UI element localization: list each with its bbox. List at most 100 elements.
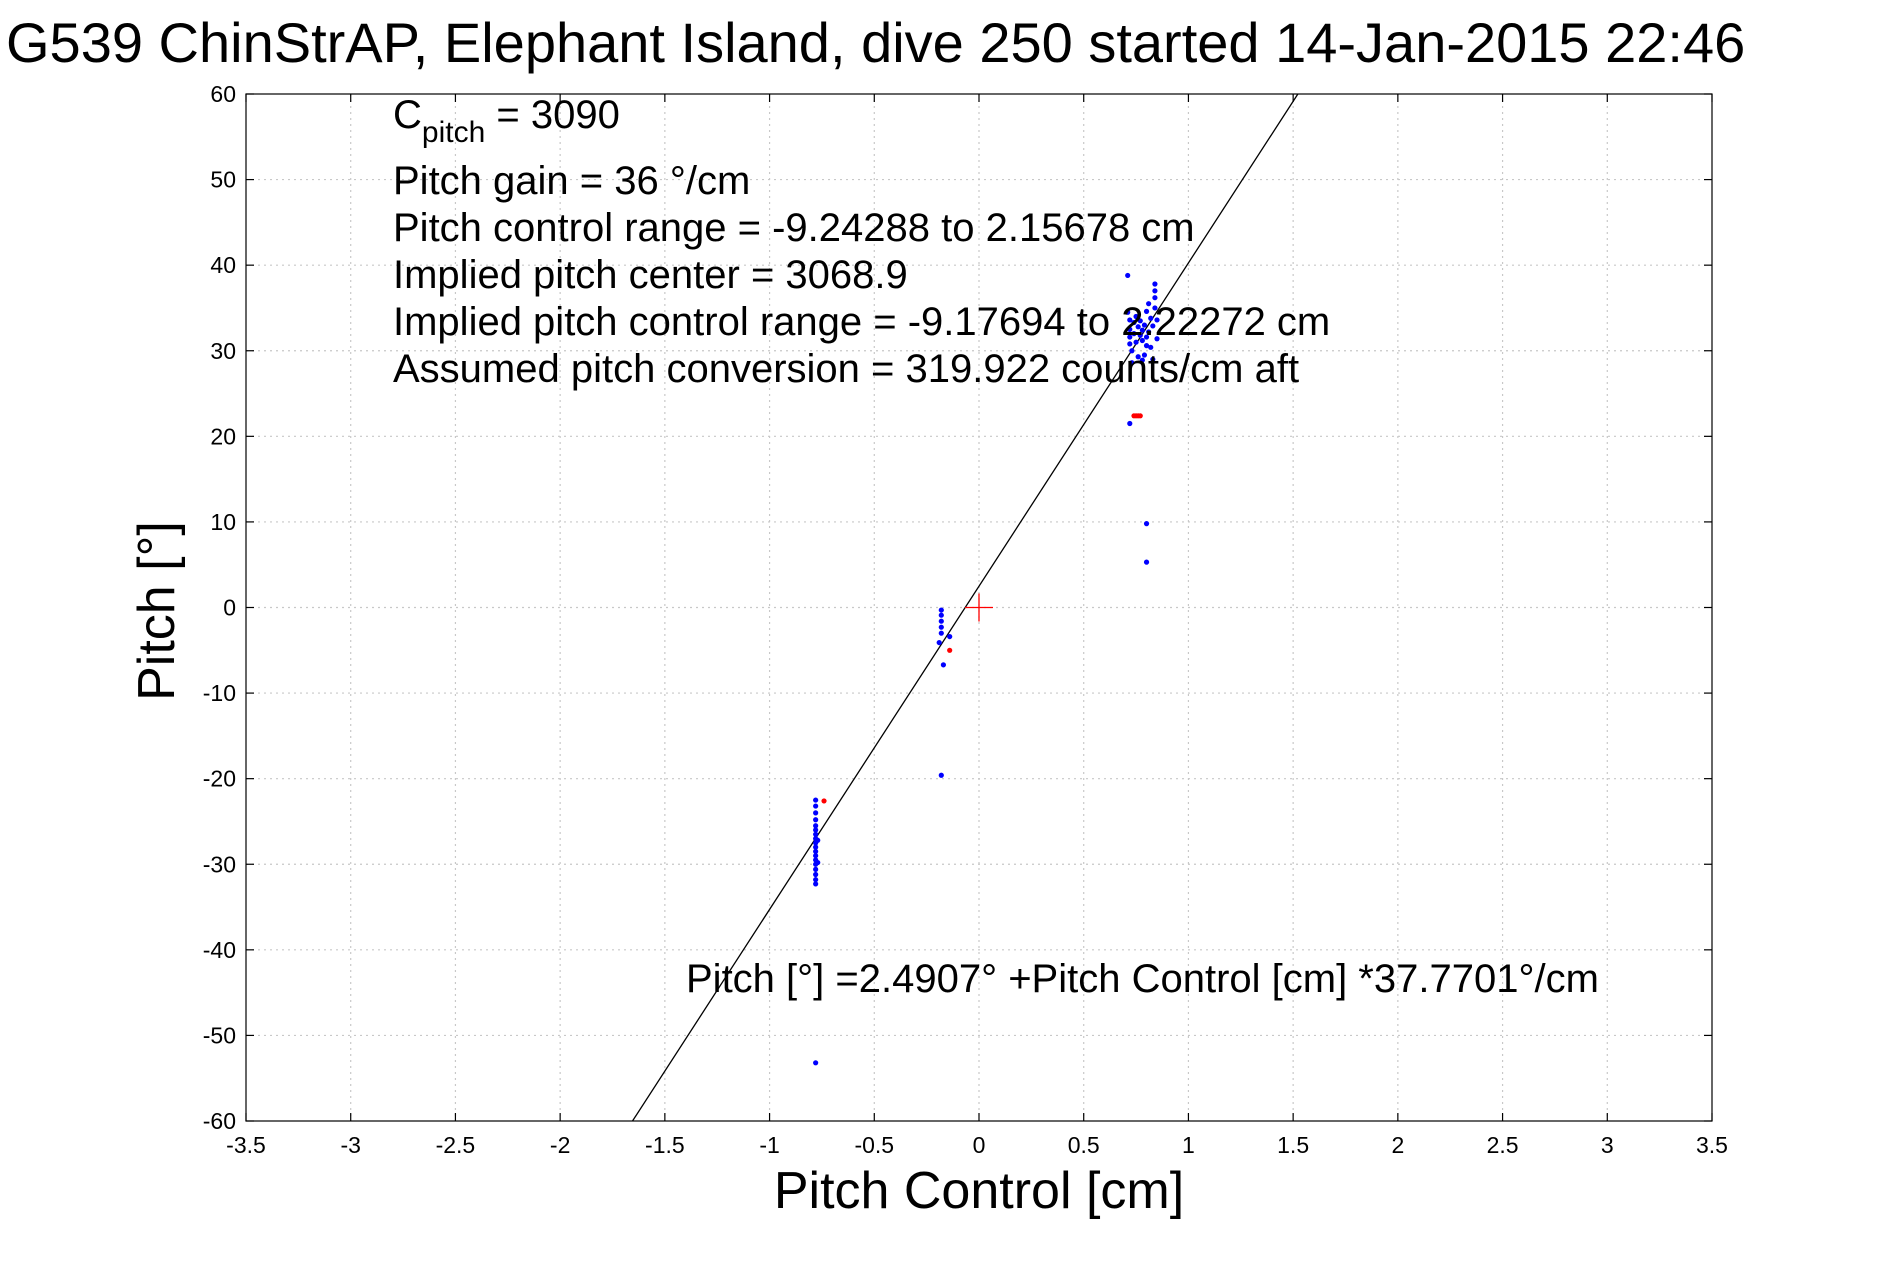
y-tick-label: 0 (223, 595, 236, 621)
data-point (1125, 272, 1131, 279)
data-point (1137, 413, 1143, 419)
data-point (1152, 305, 1158, 311)
y-tick-label: -40 (203, 937, 236, 963)
x-axis-label: Pitch Control [cm] (774, 1162, 1184, 1220)
data-point (1135, 324, 1141, 330)
y-tick-label: 30 (210, 338, 236, 364)
data-point (1125, 309, 1131, 315)
data-point (1150, 356, 1156, 362)
x-tick-label: 2.5 (1487, 1132, 1519, 1158)
data-point (1148, 344, 1154, 350)
x-tick-label: 0 (973, 1132, 986, 1158)
data-point (1129, 348, 1135, 354)
x-tick-labels: -3.5 -3 -2.5 -2 -1.5 -1 -0.5 0 0.5 1 1.5 2 2.5 3 3.5 (226, 1132, 1728, 1158)
data-point (1135, 354, 1141, 360)
data-point (813, 803, 819, 809)
x-tick-label: -3.5 (226, 1132, 266, 1158)
data-point (1143, 521, 1150, 527)
y-tick-label: -10 (203, 680, 236, 706)
data-point (947, 633, 953, 640)
pitch-range-annotation: Pitch control range = -9.24288 to 2.1567… (393, 206, 1195, 250)
data-point (1143, 334, 1150, 340)
data-point (1143, 559, 1150, 565)
x-tick-label: 2 (1391, 1132, 1404, 1158)
data-point (1154, 317, 1160, 323)
data-point (938, 624, 944, 630)
data-points (813, 272, 1160, 1066)
data-point (813, 871, 819, 878)
data-point (1139, 357, 1145, 363)
data-point (1127, 326, 1133, 332)
x-tick-label: 1 (1182, 1132, 1195, 1158)
y-axis-label: Pitch [°] (128, 521, 186, 701)
data-point (1133, 339, 1139, 345)
pitch-gain-annotation: Pitch gain = 36 °/cm (393, 159, 750, 203)
x-tick-label: -0.5 (854, 1132, 894, 1158)
y-tick-label: -30 (203, 851, 236, 877)
data-point (813, 848, 819, 855)
data-point (1154, 336, 1160, 342)
y-tick-label: -20 (203, 766, 236, 792)
data-point (821, 798, 827, 804)
data-point (813, 881, 819, 887)
data-point (938, 630, 944, 636)
data-point (940, 662, 946, 668)
data-point (1127, 420, 1133, 427)
data-point (813, 866, 819, 872)
conversion-annotation: Assumed pitch conversion = 319.922 count… (393, 347, 1299, 391)
x-tick-label: -3 (340, 1132, 360, 1158)
data-point (813, 827, 819, 833)
data-point (1129, 360, 1135, 366)
data-point (1152, 281, 1158, 287)
y-tick-label: 60 (210, 81, 236, 107)
cpitch-main: C (393, 93, 422, 137)
data-point (813, 1060, 819, 1066)
y-tick-label: 40 (210, 252, 236, 278)
data-point (815, 859, 821, 866)
x-tick-label: 3 (1601, 1132, 1614, 1158)
chart-title: G539 ChinStrAP, Elephant Island, dive 25… (6, 11, 1745, 74)
data-point (1141, 322, 1148, 328)
data-point (1146, 329, 1152, 335)
data-point (1152, 288, 1158, 294)
x-tick-label: 0.5 (1068, 1132, 1100, 1158)
data-point (1131, 319, 1137, 326)
data-point (813, 810, 819, 816)
data-point (1148, 315, 1154, 321)
data-point (1152, 295, 1158, 301)
pitch-center-annotation: Implied pitch center = 3068.9 (393, 253, 908, 297)
data-point (1141, 352, 1148, 358)
axis-ticks (245, 93, 1713, 1122)
data-point (813, 797, 819, 803)
data-point (1137, 318, 1143, 324)
data-point (938, 772, 944, 778)
y-tick-label: 50 (210, 167, 236, 193)
y-tick-label: -50 (203, 1022, 236, 1048)
x-tick-label: -2 (550, 1132, 570, 1158)
y-tick-label: 20 (210, 423, 236, 449)
data-point (1133, 313, 1139, 320)
data-point (1143, 308, 1150, 314)
data-point (1139, 337, 1145, 344)
data-point (1127, 317, 1133, 323)
cpitch-value: = 3090 (485, 93, 620, 137)
x-tick-label: 3.5 (1696, 1132, 1728, 1158)
data-point (813, 817, 819, 823)
data-point (938, 612, 944, 618)
data-point (938, 618, 944, 624)
center-marker-layer (965, 593, 993, 622)
data-point (1139, 327, 1145, 333)
data-point (1150, 323, 1156, 329)
data-point (813, 831, 819, 837)
data-point (947, 647, 953, 653)
data-point (813, 823, 819, 829)
data-point (813, 853, 819, 859)
y-tick-label: 10 (210, 509, 236, 535)
x-tick-label: -1 (759, 1132, 779, 1158)
data-point (1146, 301, 1152, 307)
cpitch-subscript: pitch (422, 116, 485, 149)
data-point (815, 837, 821, 843)
implied-range-annotation: Implied pitch control range = -9.17694 t… (393, 300, 1330, 344)
data-point (1127, 334, 1133, 340)
